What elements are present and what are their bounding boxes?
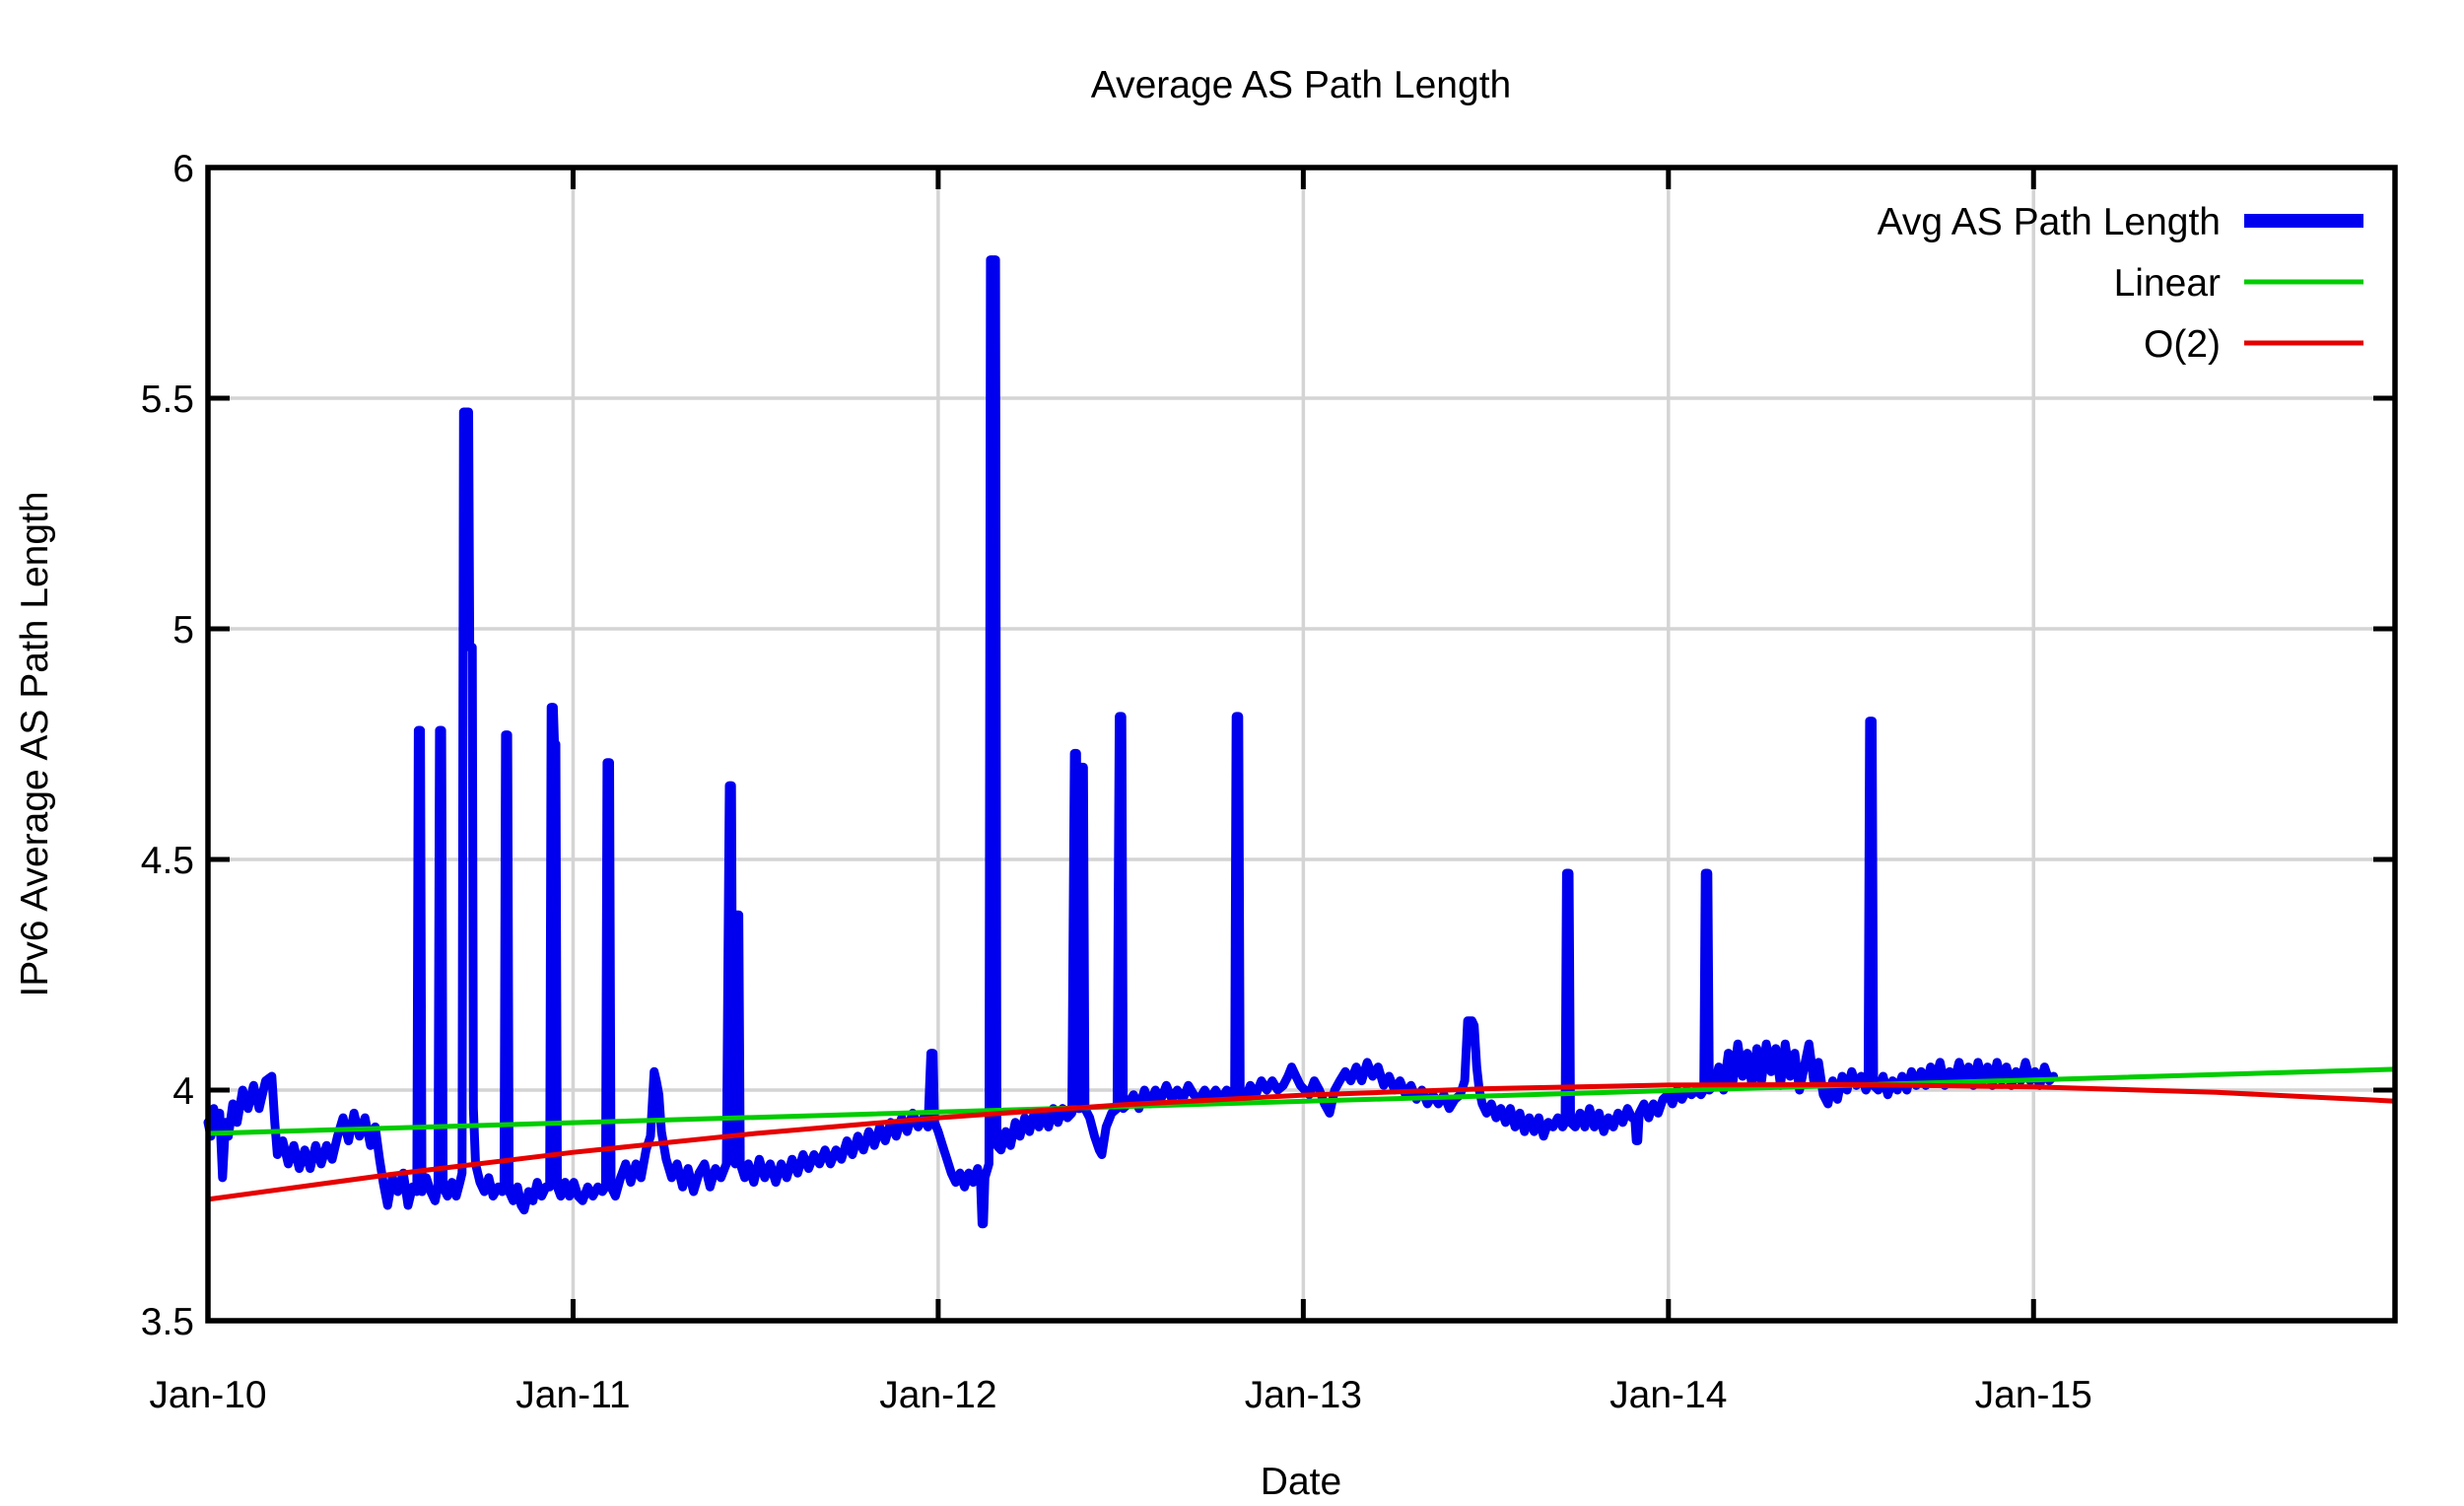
x-tick-label: Jan-14 [1609, 1374, 1727, 1416]
series-layer [203, 255, 2398, 1229]
y-tick-label: 3.5 [141, 1301, 194, 1343]
legend-label-avg-as-path-length: Avg AS Path Length [1878, 201, 2221, 243]
x-axis-label: Date [1261, 1461, 1341, 1503]
legend-item-avg-as-path-length: Avg AS Path Length [1878, 201, 2363, 243]
x-tick-label: Jan-10 [149, 1374, 266, 1416]
series-o2 [205, 1081, 2398, 1202]
series-linear [205, 1066, 2398, 1136]
tick-label-layer: Jan-10 Jan-11 Jan-12 Jan-13 Jan-14 Jan-15 3.5 4… [141, 148, 2092, 1416]
y-tick-label: 4 [172, 1070, 194, 1113]
legend: Avg AS Path Length Linear O(2) [1878, 201, 2363, 366]
tick-layer [205, 165, 2395, 1324]
grid-layer [206, 166, 2395, 1323]
y-axis-label: IPv6 Average AS Path Length [14, 491, 56, 996]
y-tick-label: 5.5 [141, 378, 194, 421]
y-tick-label: 6 [172, 148, 194, 190]
x-tick-label: Jan-11 [515, 1374, 630, 1416]
plot-border [205, 165, 2398, 1324]
x-tick-label: Jan-15 [1975, 1374, 2092, 1416]
y-tick-label: 4.5 [141, 840, 194, 882]
chart-title: Average AS Path Length [1091, 64, 1511, 106]
y-tick-label: 5 [172, 609, 194, 651]
legend-item-o2: O(2) [2144, 323, 2363, 366]
x-tick-label: Jan-13 [1245, 1374, 1362, 1416]
x-tick-label: Jan-12 [879, 1374, 996, 1416]
legend-label-o2: O(2) [2144, 323, 2221, 366]
legend-item-linear: Linear [2114, 262, 2363, 305]
plot-frame [205, 165, 2398, 1324]
series-avg-as-path-length [203, 255, 2059, 1229]
legend-label-linear: Linear [2114, 262, 2221, 305]
